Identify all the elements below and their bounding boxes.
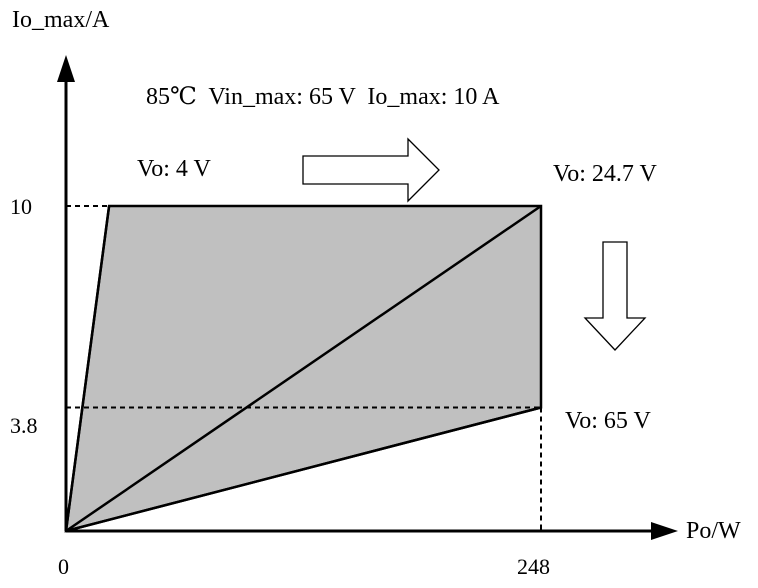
- x-axis-arrowhead: [651, 522, 678, 540]
- x-tick-label-0: 0: [58, 554, 69, 579]
- right-arrow-icon: [302, 137, 440, 203]
- y-tick-label-10: 10: [10, 194, 32, 219]
- guide-lines: [66, 205, 542, 531]
- series-line-1: [65, 204, 542, 533]
- series-lines: [64, 204, 542, 533]
- y-axis-label: Io_max/A: [12, 7, 110, 33]
- x-tick-label-248: 248: [517, 554, 550, 579]
- series-line-0: [64, 205, 111, 532]
- axes: [57, 55, 678, 540]
- x-axis-label: Po/W: [686, 518, 741, 544]
- down-arrow-icon: [583, 241, 647, 351]
- annotation-vo-4v: Vo: 4 V: [137, 156, 211, 182]
- annotation-vo-24-7v: Vo: 24.7 V: [553, 161, 657, 187]
- y-axis-arrowhead: [57, 55, 75, 82]
- direction-arrows: [302, 137, 647, 351]
- series-line-2: [65, 406, 542, 533]
- annotation-vo-65v: Vo: 65 V: [565, 408, 651, 434]
- chart-title: 85℃ Vin_max: 65 V Io_max: 10 A: [146, 84, 500, 110]
- y-tick-label-3-8: 3.8: [10, 413, 38, 438]
